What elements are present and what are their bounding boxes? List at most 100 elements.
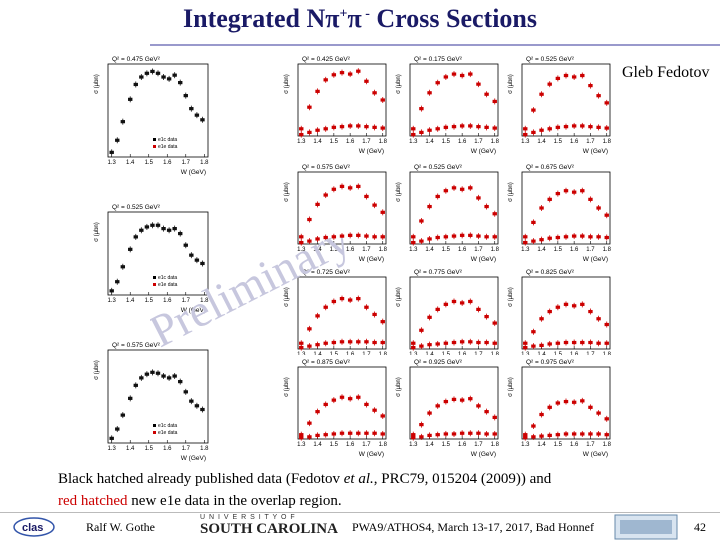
data-point — [356, 233, 361, 237]
x-tick-label: 1.8 — [379, 247, 388, 253]
data-point — [339, 71, 345, 75]
footer: clas Ralf W. Gothe U N I V E R S I T Y O… — [0, 512, 720, 540]
data-point — [419, 239, 424, 243]
plot-frame — [297, 366, 387, 440]
plot-frame — [107, 63, 209, 158]
data-point — [419, 219, 424, 223]
data-point — [596, 341, 601, 345]
data-point — [547, 405, 552, 409]
data-point — [339, 340, 345, 344]
x-tick-label: 1.4 — [126, 298, 135, 304]
data-point — [411, 345, 416, 350]
data-point — [155, 223, 161, 227]
data-point — [571, 190, 577, 194]
data-point — [604, 235, 609, 240]
x-tick-label: 1.7 — [182, 298, 191, 304]
data-point — [476, 234, 481, 238]
data-point — [299, 127, 304, 131]
legend-marker — [153, 431, 156, 434]
data-point — [155, 371, 161, 375]
x-axis-label: W (GeV) — [359, 256, 384, 263]
chart-svg: Q² = 0.975 GeV² 1.3 1.4 1.5 1.6 1.7 1.8 W (GeV)… — [508, 359, 612, 458]
y-axis-label: σ (μbn) — [508, 182, 514, 202]
usc-name: SOUTH CAROLINA — [200, 521, 338, 537]
x-axis-label: W (GeV) — [471, 148, 496, 155]
data-point — [120, 265, 126, 269]
data-point — [451, 72, 457, 76]
data-point — [523, 345, 528, 350]
title-suffix: Cross Sections — [369, 4, 537, 33]
data-point — [139, 376, 144, 380]
data-point — [476, 125, 481, 129]
y-axis-label: σ (μbn) — [396, 182, 402, 202]
data-point — [364, 402, 369, 407]
data-point — [459, 301, 465, 305]
data-point — [492, 235, 497, 239]
y-axis-label: σ (μbn) — [508, 74, 514, 94]
x-tick-label: 1.5 — [330, 442, 339, 448]
data-point — [476, 340, 481, 345]
data-point — [539, 128, 544, 132]
data-point — [139, 75, 144, 79]
data-point — [459, 73, 465, 78]
data-point — [347, 124, 353, 128]
x-tick-label: 1.3 — [521, 247, 530, 253]
data-point — [571, 304, 577, 308]
data-point — [183, 94, 188, 98]
x-tick-label: 1.3 — [108, 160, 117, 166]
data-point — [427, 315, 432, 319]
plot-frame — [521, 171, 611, 245]
y-axis-label: σ (μbn) — [508, 287, 514, 307]
plot-frame — [409, 276, 499, 350]
data-point — [539, 343, 544, 347]
data-point — [547, 342, 552, 346]
data-point — [531, 130, 536, 134]
data-point — [571, 124, 577, 128]
y-axis-label: σ (μbn) — [396, 287, 402, 307]
data-point — [307, 327, 312, 331]
data-point — [555, 125, 561, 129]
data-point — [166, 77, 172, 81]
data-point — [563, 73, 569, 78]
data-point — [468, 397, 473, 401]
data-point — [315, 237, 320, 241]
data-point — [380, 210, 385, 214]
data-point — [380, 414, 385, 418]
chart-title: Q² = 0.825 GeV² — [526, 269, 575, 276]
plot-frame — [107, 211, 209, 296]
data-point — [484, 315, 489, 319]
data-point — [596, 317, 601, 321]
data-point — [323, 305, 328, 309]
data-point — [299, 345, 304, 350]
data-point — [435, 342, 440, 346]
data-point — [580, 432, 585, 436]
data-point — [411, 235, 416, 239]
data-point — [588, 340, 593, 345]
x-tick-label: 1.6 — [458, 247, 467, 253]
data-point — [555, 76, 561, 80]
plot-frame — [409, 366, 499, 440]
data-point — [539, 317, 544, 321]
data-point — [120, 120, 126, 124]
chart-title: Q² = 0.525 GeV² — [414, 164, 463, 171]
x-tick-label: 1.6 — [570, 139, 579, 145]
data-point — [443, 75, 449, 79]
legend-marker — [153, 145, 156, 148]
title-sup-minus: - — [361, 6, 370, 22]
data-point — [364, 431, 369, 435]
x-tick-label: 1.8 — [491, 139, 500, 145]
data-point — [427, 237, 432, 241]
y-axis-label: σ (μbn) — [284, 182, 290, 202]
chart-svg: Q² = 0.525 GeV² 1.3 1.4 1.5 1.6 1.7 1.8 W (GeV)… — [396, 164, 500, 263]
data-point — [172, 73, 177, 77]
y-axis-label: σ (μbn) — [94, 360, 100, 380]
data-point — [380, 98, 385, 102]
data-point — [451, 397, 457, 401]
data-point — [133, 235, 138, 239]
data-point — [339, 184, 345, 188]
x-tick-label: 1.8 — [491, 247, 500, 253]
data-point — [596, 411, 601, 415]
data-point — [571, 400, 577, 404]
x-axis-label: W (GeV) — [359, 148, 384, 155]
